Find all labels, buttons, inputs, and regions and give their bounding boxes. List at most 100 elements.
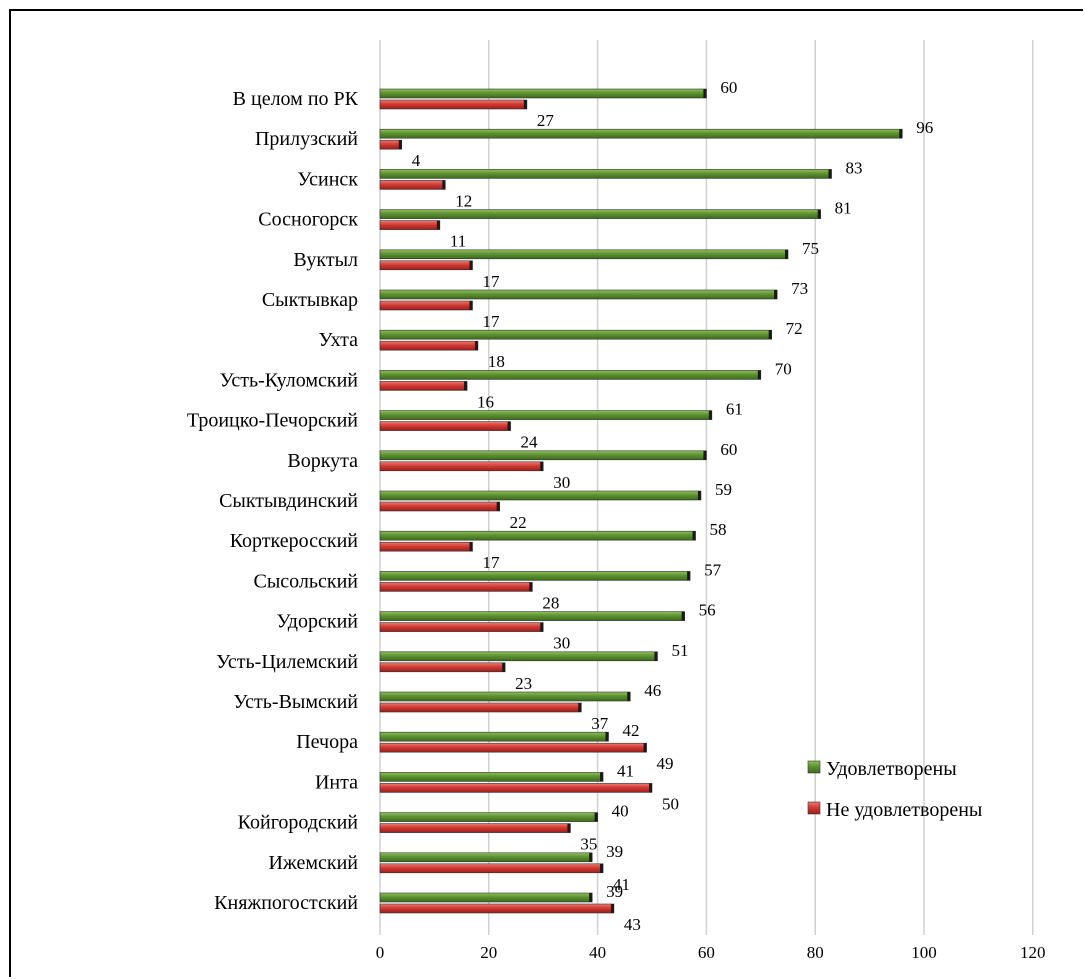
category-label: Усинск — [297, 168, 358, 190]
data-label-not-satisfied: 17 — [482, 312, 500, 331]
bar-satisfied — [379, 812, 598, 822]
bar-end-cap — [474, 341, 478, 351]
bar-end-cap — [703, 89, 707, 98]
category-label: Усть-Цилемский — [216, 651, 358, 673]
bar-not-satisfied — [379, 180, 446, 190]
category-label: Ижемский — [268, 852, 358, 874]
bar-satisfied — [379, 329, 772, 340]
bar-satisfied — [379, 530, 696, 541]
labels: 0 20 40 60 80 100 120 В целом по РК 60 27 Прилузск… — [187, 78, 1046, 962]
bar-satisfied — [379, 370, 762, 380]
bar-not-satisfied — [379, 662, 506, 673]
data-label-not-satisfied: 17 — [482, 272, 500, 291]
x-tick-label: 100 — [911, 943, 937, 962]
data-label-not-satisfied: 30 — [553, 634, 570, 653]
category-label: Княжпогостский — [214, 892, 358, 914]
data-label-not-satisfied: 43 — [624, 915, 641, 934]
data-label-not-satisfied: 22 — [510, 513, 527, 532]
bar-satisfied — [379, 410, 713, 420]
bar-end-cap — [578, 703, 582, 712]
data-label-not-satisfied: 50 — [662, 794, 679, 813]
bar-satisfied — [379, 490, 702, 501]
bar-satisfied — [379, 772, 604, 782]
legend: Удовлетворены Не удовлетворены — [807, 758, 982, 821]
bar-end-cap — [464, 381, 468, 391]
bar-end-cap — [627, 692, 631, 701]
bar-satisfied — [379, 209, 821, 219]
bar-end-cap — [540, 622, 544, 632]
bar-end-cap — [469, 260, 473, 270]
bar-not-satisfied — [379, 582, 533, 592]
data-label-not-satisfied: 49 — [657, 754, 674, 773]
bar-end-cap — [442, 180, 446, 190]
data-label-satisfied: 56 — [699, 601, 716, 620]
bar-not-satisfied — [379, 300, 473, 311]
bar-end-cap — [654, 651, 658, 661]
bar-end-cap — [828, 169, 832, 179]
bar-end-cap — [774, 290, 778, 299]
data-label-not-satisfied: 24 — [521, 433, 539, 452]
bars — [379, 88, 903, 914]
category-label: Ухта — [318, 329, 358, 351]
legend-label-not-satisfied: Не удовлетворены — [826, 799, 982, 821]
data-label-satisfied: 72 — [786, 319, 803, 338]
category-label: Сысольский — [254, 570, 359, 592]
category-label: Корткеросский — [230, 530, 359, 552]
data-label-not-satisfied: 12 — [455, 191, 472, 210]
data-label-satisfied: 58 — [710, 520, 727, 539]
bar-end-cap — [600, 863, 604, 873]
data-label-satisfied: 51 — [671, 641, 688, 660]
data-label-not-satisfied: 23 — [515, 674, 532, 693]
bar-not-satisfied — [379, 702, 582, 713]
bar-not-satisfied — [379, 903, 615, 914]
category-label: Удорский — [276, 611, 358, 633]
bar-not-satisfied — [379, 541, 473, 552]
bar-end-cap — [540, 461, 544, 471]
bar-end-cap — [697, 491, 701, 500]
bar-end-cap — [768, 330, 772, 340]
data-label-satisfied: 41 — [617, 761, 634, 780]
category-label: Сосногорск — [258, 209, 358, 231]
bar-end-cap — [589, 893, 593, 902]
data-label-not-satisfied: 28 — [542, 593, 559, 612]
legend-marker-satisfied — [807, 760, 821, 774]
data-label-not-satisfied: 30 — [553, 473, 570, 492]
data-label-satisfied: 70 — [775, 359, 792, 378]
bar-not-satisfied — [379, 260, 473, 271]
data-label-satisfied: 39 — [606, 882, 623, 901]
bar-end-cap — [436, 220, 440, 230]
bar-end-cap — [703, 450, 707, 460]
bar-end-cap — [757, 370, 761, 380]
bar-end-cap — [708, 410, 712, 420]
bar-not-satisfied — [379, 461, 544, 472]
bar-not-satisfied — [379, 99, 528, 110]
data-label-satisfied: 57 — [704, 560, 722, 579]
bar-satisfied — [379, 691, 631, 702]
category-label: Сыктывдинский — [219, 490, 358, 512]
bar-not-satisfied — [379, 421, 511, 431]
data-label-not-satisfied: 17 — [482, 553, 500, 572]
bar-satisfied — [379, 169, 832, 179]
x-tick-label: 40 — [589, 943, 606, 962]
legend-marker-not-satisfied — [807, 801, 821, 815]
bar-end-cap — [496, 502, 500, 511]
data-label-satisfied: 96 — [916, 118, 933, 137]
data-label-not-satisfied: 4 — [412, 151, 421, 170]
x-tick-label: 20 — [480, 943, 497, 962]
bar-end-cap — [523, 100, 527, 109]
bar-not-satisfied — [379, 622, 544, 632]
bar-satisfied — [379, 651, 658, 662]
bar-end-cap — [469, 301, 473, 310]
bar-not-satisfied — [379, 139, 403, 150]
bar-end-cap — [529, 582, 533, 592]
bar-end-cap — [610, 904, 614, 913]
category-label: Печора — [296, 731, 358, 753]
data-label-satisfied: 60 — [720, 78, 737, 97]
data-label-satisfied: 75 — [802, 239, 819, 258]
bar-satisfied — [379, 249, 789, 260]
data-label-satisfied: 59 — [715, 480, 732, 499]
data-label-satisfied: 46 — [644, 681, 661, 700]
bar-not-satisfied — [379, 381, 468, 391]
data-label-satisfied: 81 — [835, 199, 852, 218]
